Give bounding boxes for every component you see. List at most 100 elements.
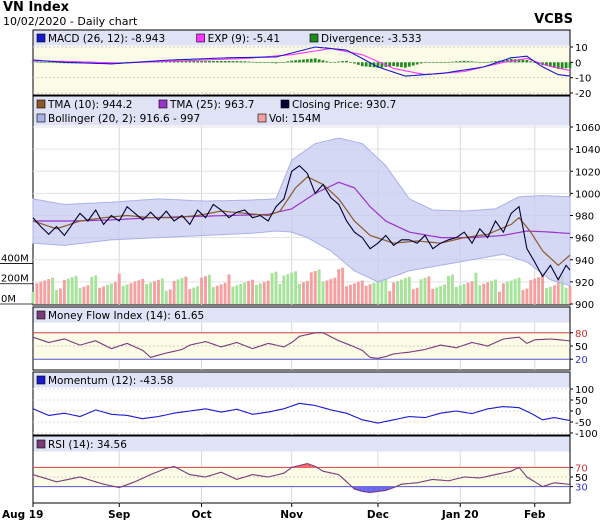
volume-bar [368,284,372,304]
volume-bar [352,283,356,304]
volume-bar [204,276,207,304]
volume-bar [31,291,35,304]
volume-bar [399,279,403,304]
macd-divergence-bar [317,59,321,63]
volume-bar [552,285,556,304]
volume-bar [302,282,305,304]
macd-divergence-bar [270,62,274,64]
volume-bar [313,270,317,304]
volume-bar [513,279,517,304]
rsi-oversold-fill [354,486,359,491]
volume-bar [325,280,329,304]
volume-bar [443,284,447,304]
rsi-oversold-fill [370,486,375,493]
volume-bar [548,286,552,304]
volume-bar [521,290,525,304]
legend-label-4-0: RSI (14): 34.56 [48,439,127,451]
volume-bar [435,287,439,304]
volume-bar [94,275,98,304]
macd-divergence-bar [466,61,470,63]
legend-label-0-0: MACD (26, 12): -8.943 [48,33,165,45]
panel-0-legend-bar [33,30,570,46]
macd-divergence-bar [39,61,43,63]
y-tick-label: 900 [575,300,594,311]
legend-swatch-4-0 [36,439,46,449]
legend-label-1-2: Closing Price: 930.7 [292,99,396,111]
volume-bar [278,284,282,304]
macd-divergence-bar [196,61,199,63]
chart-subtitle: 10/02/2020 - Daily chart [3,15,138,28]
panel-4-legend-bar [33,436,570,452]
volume-bar [117,273,121,304]
macd-divergence-bar [474,61,478,63]
y-tick-label: 0 [575,407,581,418]
panel-3-legend-bar [33,372,570,388]
volume-bar [282,275,286,304]
macd-divergence-bar [298,59,301,63]
macd-divergence-bar [223,61,227,63]
macd-divergence-bar [451,61,454,63]
y-tick-label: 30 [575,483,588,494]
volume-bar [156,279,160,304]
macd-divergence-bar [208,61,211,63]
closing-price-line [32,164,571,281]
macd-divergence-bar [313,58,317,63]
volume-bar [294,271,298,304]
y-tick-label: 80 [575,329,588,340]
volume-bar [321,281,325,304]
volume-bar [501,283,505,304]
macd-divergence-bar [415,62,419,65]
volume-bar [486,282,490,304]
volume-bar [478,285,482,304]
macd-line [32,46,571,77]
volume-bar [180,278,184,304]
macd-divergence-bar [529,61,533,63]
macd-divergence-bar [321,60,325,63]
brand-label: VCBS [534,12,573,27]
macd-divergence-bar [392,62,395,67]
volume-bar [458,285,462,304]
volume-bar [470,281,474,304]
macd-divergence-bar [454,61,458,63]
macd-divergence-bar [274,62,278,64]
macd-divergence-bar [427,62,431,63]
x-tick-label: Feb [524,509,546,521]
volume-bar [62,280,66,304]
y-tick-label: 1000 [575,189,600,200]
volume-bar [298,283,301,304]
volume-bar [345,286,349,304]
legend-swatch-1b-1 [257,113,267,123]
volume-bar [55,290,58,304]
macd-divergence-bar [419,62,423,64]
volume-bar [211,287,215,304]
volume-bar [360,280,364,304]
volume-bar [364,285,368,304]
macd-divergence-bar [353,62,356,64]
y-tick-label: -10 [575,74,591,85]
y-tick-label: -100 [575,429,598,440]
macd-divergence-bar [380,62,384,68]
legend-label-1b-1: Vol: 154M [269,113,321,125]
volume-bar [90,276,94,304]
macd-divergence-bar [533,62,537,63]
macd-divergence-bar [192,61,196,63]
legend-swatch-0-2 [309,33,319,43]
macd-divergence-bar [556,62,560,69]
macd-divergence-bar [376,62,380,68]
rsi-oversold-fill [366,486,371,493]
volume-bar [376,281,380,304]
macd-divergence-bar [411,62,415,66]
legend-label-2-0: Money Flow Index (14): 61.65 [48,310,204,322]
macd-divergence-bar [180,61,184,63]
y-tick-label: 70 [575,463,588,474]
rsi-oversold-fill [377,486,382,492]
volume-bar [141,278,145,304]
macd-divergence-bar [302,59,305,63]
volume-bar [333,277,337,304]
x-tick-label: Nov [280,509,303,521]
macd-divergence-bar [247,61,250,63]
volume-bar [125,284,129,304]
volume-bar [98,287,102,304]
macd-divergence-bar [423,62,427,63]
